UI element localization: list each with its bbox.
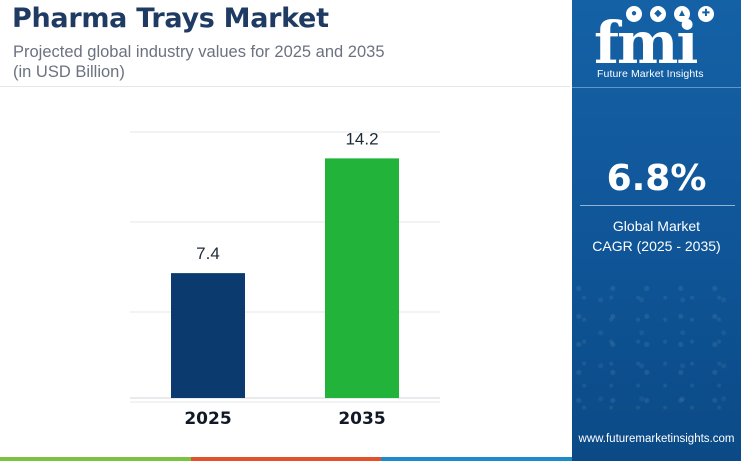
logo-wordmark: fmi bbox=[594, 9, 698, 77]
strip-segment bbox=[381, 457, 573, 461]
data-label-2025: 7.4 bbox=[196, 244, 220, 263]
brand-sidebar: ● ◆ ▲ ✚ fmi Future Market Insights 6.8% … bbox=[572, 0, 741, 461]
subtitle-line: Projected global industry values for 202… bbox=[13, 43, 385, 61]
chart-title: Pharma Trays Market bbox=[12, 3, 329, 34]
sidebar-texture bbox=[572, 280, 741, 420]
header-divider bbox=[0, 86, 570, 87]
strip-segment bbox=[0, 457, 191, 461]
bar-2035 bbox=[325, 158, 399, 398]
logo-tagline: Future Market Insights bbox=[597, 68, 704, 80]
data-label-2035: 14.2 bbox=[345, 129, 378, 148]
cagr-value: 6.8% bbox=[606, 158, 707, 199]
chat-icon: ● bbox=[626, 6, 642, 22]
chart-header: Pharma Trays Market Projected global ind… bbox=[0, 0, 570, 86]
subtitle-line: (in USD Billion) bbox=[13, 63, 125, 81]
bar-2025 bbox=[171, 273, 245, 398]
globe-icon: ✚ bbox=[698, 6, 714, 22]
chart-subtitle: Projected global industry values for 202… bbox=[13, 42, 385, 82]
fmi-logo: ● ◆ ▲ ✚ fmi Future Market Insights bbox=[594, 4, 719, 84]
chart-area: 7.4 2025 14.2 2035 bbox=[0, 87, 570, 457]
website-link[interactable]: www.futuremarketinsights.com bbox=[578, 433, 735, 445]
strip-segment bbox=[190, 457, 382, 461]
bar-chart: 7.4 2025 14.2 2035 bbox=[130, 129, 440, 429]
logo-icon-row: ● ◆ ▲ ✚ bbox=[626, 6, 716, 26]
person-icon: ▲ bbox=[674, 6, 690, 22]
x-tick-label-2025: 2025 bbox=[184, 409, 231, 429]
color-strip bbox=[0, 457, 573, 461]
x-tick-label-2035: 2035 bbox=[338, 409, 385, 429]
cagr-label: Global Market CAGR (2025 - 2035) bbox=[592, 218, 721, 254]
cagr-divider bbox=[580, 205, 735, 206]
sidebar-divider bbox=[572, 87, 741, 88]
bulb-icon: ◆ bbox=[650, 6, 666, 22]
